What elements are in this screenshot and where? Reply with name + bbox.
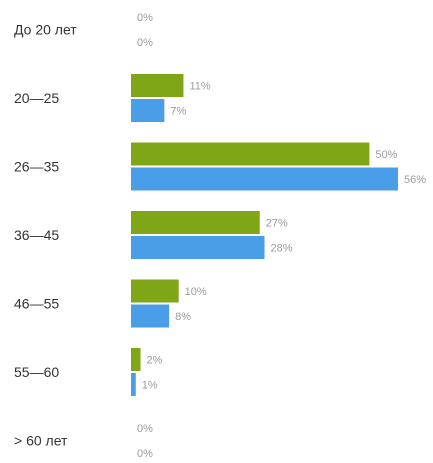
data-label: 0%	[137, 448, 153, 460]
data-label: 0%	[137, 37, 153, 49]
data-label: 50%	[375, 149, 397, 161]
bar-series-1	[131, 279, 179, 303]
bar-series-1	[131, 74, 184, 97]
data-label: 10%	[185, 286, 207, 298]
category-label: 46—55	[14, 296, 59, 312]
bar-series-1	[131, 211, 260, 234]
bar-series-2	[131, 99, 165, 122]
data-label: 8%	[175, 311, 191, 323]
category-label: 55—60	[14, 364, 59, 380]
data-label: 27%	[266, 218, 288, 230]
category-label: 20—25	[14, 90, 59, 106]
category-label: 36—45	[14, 227, 59, 243]
bar-series-1	[131, 142, 370, 166]
bar-series-2	[131, 236, 265, 259]
category-label: До 20 лет	[14, 22, 77, 38]
data-label: 0%	[137, 12, 153, 24]
data-label: 1%	[142, 380, 158, 392]
data-label: 2%	[147, 355, 163, 367]
bar-series-2	[131, 304, 170, 328]
data-label: 11%	[189, 81, 210, 93]
data-label: 7%	[170, 106, 186, 118]
bar-series-1	[131, 348, 141, 371]
bar-series-2	[131, 167, 398, 191]
bar-series-2	[131, 373, 136, 396]
category-label: 26—35	[14, 159, 59, 175]
data-label: 0%	[137, 423, 153, 435]
category-label: > 60 лет	[14, 433, 68, 449]
data-label: 56%	[404, 174, 426, 186]
data-label: 28%	[271, 243, 293, 255]
